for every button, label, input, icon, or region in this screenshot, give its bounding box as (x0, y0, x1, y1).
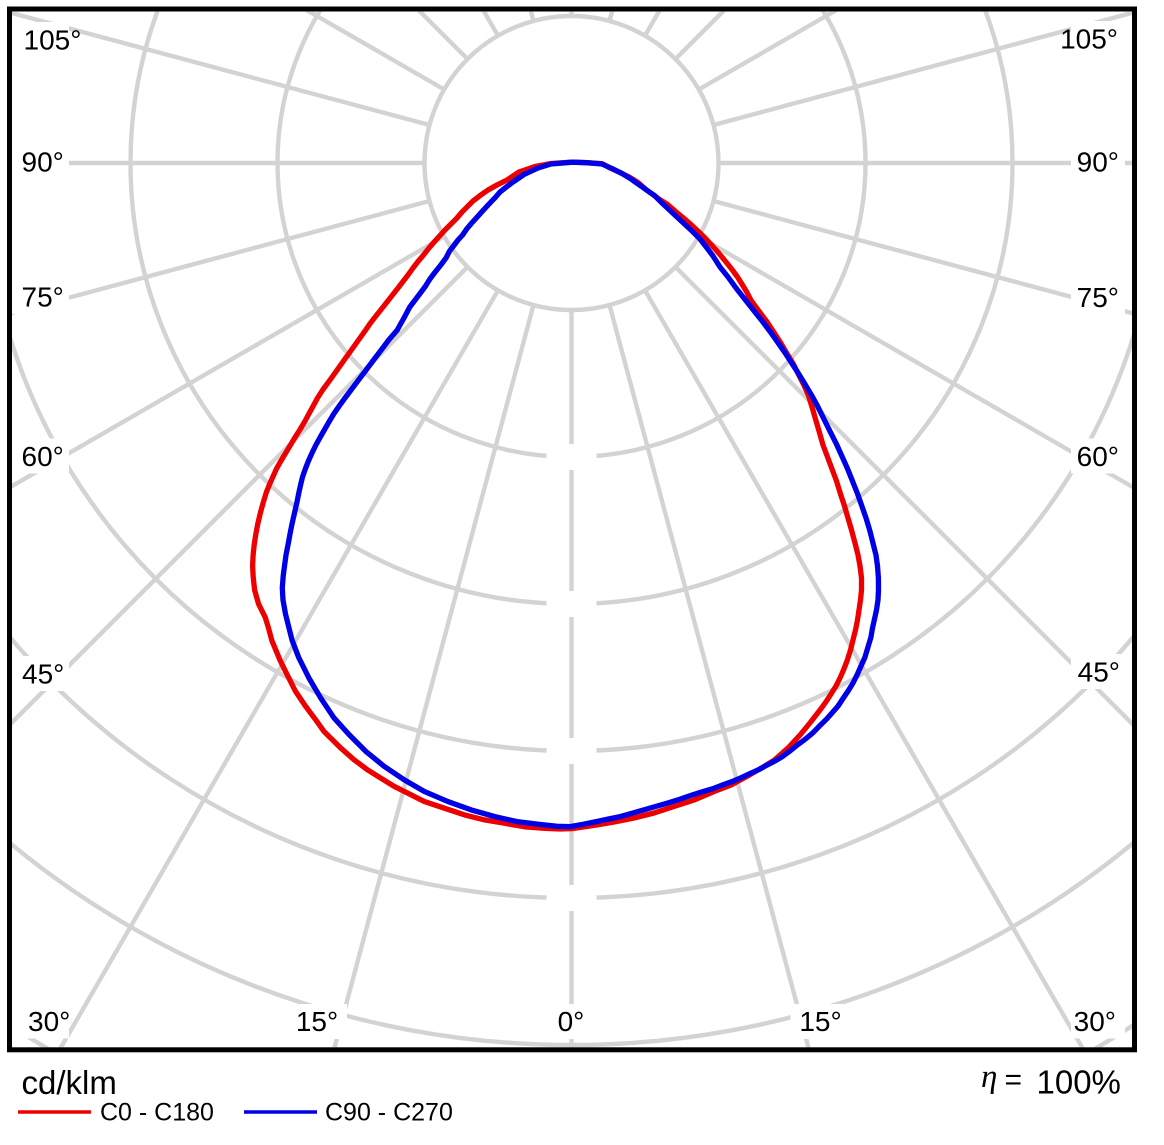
svg-text:15°: 15° (799, 1006, 841, 1037)
svg-text:30°: 30° (1074, 1006, 1116, 1037)
svg-text:105°: 105° (24, 25, 82, 56)
svg-text:100%: 100% (1037, 1064, 1121, 1101)
svg-text:30°: 30° (28, 1006, 70, 1037)
svg-text:45°: 45° (22, 659, 64, 690)
svg-text:75°: 75° (1077, 282, 1119, 313)
svg-text:C0 - C180: C0 - C180 (100, 1099, 214, 1127)
svg-text:15°: 15° (296, 1006, 338, 1037)
svg-text:90°: 90° (1077, 147, 1119, 178)
svg-text:cd/klm: cd/klm (22, 1064, 117, 1101)
svg-text:60°: 60° (1077, 441, 1119, 472)
svg-text:90°: 90° (22, 147, 64, 178)
svg-text:45°: 45° (1078, 657, 1120, 688)
svg-text:60°: 60° (22, 441, 64, 472)
svg-text:=: = (1005, 1064, 1023, 1097)
svg-text:0°: 0° (558, 1006, 585, 1037)
svg-text:75°: 75° (22, 282, 64, 313)
svg-text:105°: 105° (1060, 24, 1118, 55)
svg-text:C90 - C270: C90 - C270 (325, 1099, 453, 1127)
svg-text:η: η (981, 1059, 997, 1095)
